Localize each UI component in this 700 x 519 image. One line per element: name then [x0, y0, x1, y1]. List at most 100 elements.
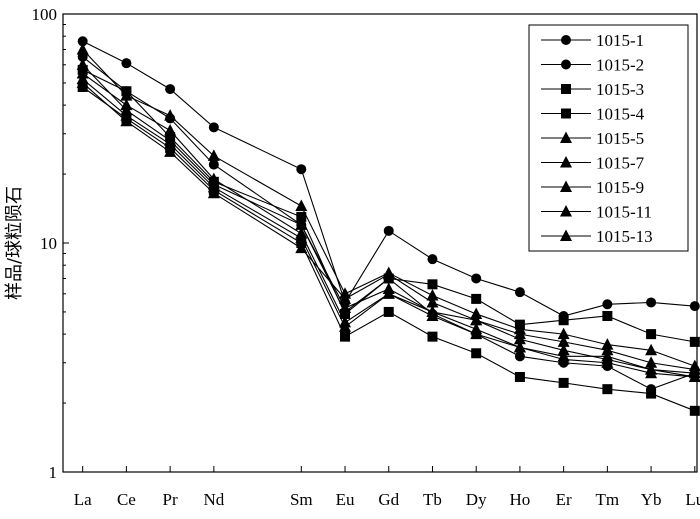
legend-label: 1015-1: [596, 31, 644, 50]
x-tick-label: Ho: [510, 490, 531, 509]
legend-label: 1015-7: [596, 154, 645, 173]
x-axis-ticks: La Ce Pr Nd Sm Eu Gd Tb Dy Ho Er Tm Yb Lu: [74, 466, 700, 509]
data-point: [164, 123, 177, 136]
series-line: [82, 49, 696, 367]
series-line: [82, 78, 695, 378]
data-point: [76, 42, 89, 55]
data-point: [689, 301, 700, 312]
x-tick-label: Tm: [596, 490, 620, 509]
data-point: [470, 313, 483, 326]
data-point: [557, 352, 570, 365]
data-point: [295, 218, 308, 230]
legend-label: 1015-11: [596, 203, 652, 222]
data-point: [601, 343, 614, 356]
legend-item: 1015-5: [541, 129, 644, 148]
data-point: [120, 89, 133, 101]
series-1015-13: [76, 76, 700, 375]
data-point: [471, 273, 482, 284]
data-point: [207, 186, 220, 199]
data-point: [646, 388, 657, 399]
data-point: [164, 137, 177, 150]
legend-item: 1015-7: [541, 154, 645, 173]
data-point: [295, 199, 308, 212]
data-point: [208, 122, 219, 133]
y-tick-label: 1: [49, 463, 58, 482]
series-layer: [76, 36, 700, 416]
legend-item: 1015-11: [541, 203, 652, 222]
legend-item: 1015-13: [541, 227, 653, 246]
data-point: [296, 211, 307, 222]
data-point: [470, 327, 483, 340]
data-point: [513, 340, 526, 353]
x-tick-label: Dy: [466, 490, 487, 509]
legend-marker: [560, 229, 572, 241]
legend-label: 1015-13: [596, 227, 653, 246]
x-tick-label: Nd: [203, 490, 224, 509]
legend: 1015-1 1015-2 1015-3 1015-4 1015-5 1015-7 1015…: [528, 24, 689, 252]
legend-label: 1015-9: [596, 178, 644, 197]
data-point: [295, 231, 308, 244]
legend-label: 1015-2: [596, 56, 644, 75]
data-point: [339, 301, 352, 314]
legend-marker: [560, 156, 572, 168]
series-line: [82, 73, 695, 374]
series-line: [82, 82, 695, 371]
y-tick-label: 100: [32, 5, 58, 24]
x-tick-label: Lu: [685, 490, 700, 509]
x-tick-label: Gd: [378, 490, 399, 509]
y-tick-label: 10: [40, 234, 57, 253]
data-point: [688, 363, 700, 375]
data-point: [426, 288, 439, 301]
data-point: [645, 343, 658, 356]
series-line: [82, 64, 695, 378]
legend-label: 1015-3: [596, 80, 644, 99]
data-point: [382, 287, 395, 299]
data-point: [514, 371, 525, 382]
legend-marker: [560, 131, 572, 143]
x-tick-label: Yb: [641, 490, 662, 509]
data-point: [558, 377, 569, 388]
y-axis-ticks: 1 10 100: [32, 5, 69, 482]
data-point: [471, 348, 482, 359]
x-tick-label: Ce: [117, 490, 136, 509]
y-axis-label: 样品/球粒陨石: [4, 186, 25, 300]
data-point: [76, 58, 89, 70]
data-point: [382, 267, 395, 280]
legend-marker: [560, 205, 572, 217]
data-point: [426, 295, 439, 308]
x-tick-label: La: [74, 490, 92, 509]
data-point: [164, 109, 177, 121]
legend-marker: [561, 59, 571, 70]
data-point: [646, 329, 657, 340]
data-point: [645, 356, 658, 368]
data-point: [557, 335, 570, 347]
data-point: [340, 331, 351, 342]
data-point: [339, 320, 352, 332]
data-point: [602, 299, 613, 310]
legend-label: 1015-5: [596, 129, 644, 148]
data-point: [120, 114, 133, 127]
data-point: [426, 309, 439, 321]
data-point: [471, 293, 482, 304]
legend-item: 1015-1: [541, 31, 644, 50]
data-point: [557, 343, 570, 356]
x-tick-label: Tb: [423, 490, 442, 509]
x-tick-label: Eu: [336, 490, 355, 509]
data-point: [296, 164, 307, 175]
data-point: [208, 159, 219, 170]
series-1015-11: [76, 72, 700, 382]
x-tick-label: Er: [556, 490, 572, 509]
data-point: [77, 36, 88, 47]
legend-label: 1015-4: [596, 105, 645, 124]
data-point: [383, 225, 394, 236]
legend-item: 1015-4: [541, 105, 645, 124]
series-line: [82, 40, 695, 317]
data-point: [557, 327, 570, 340]
data-point: [558, 315, 569, 326]
x-tick-label: Pr: [163, 490, 178, 509]
legend-marker: [560, 180, 572, 192]
data-point: [340, 308, 351, 319]
series-line: [82, 56, 696, 390]
legend-item: 1015-9: [541, 178, 644, 197]
